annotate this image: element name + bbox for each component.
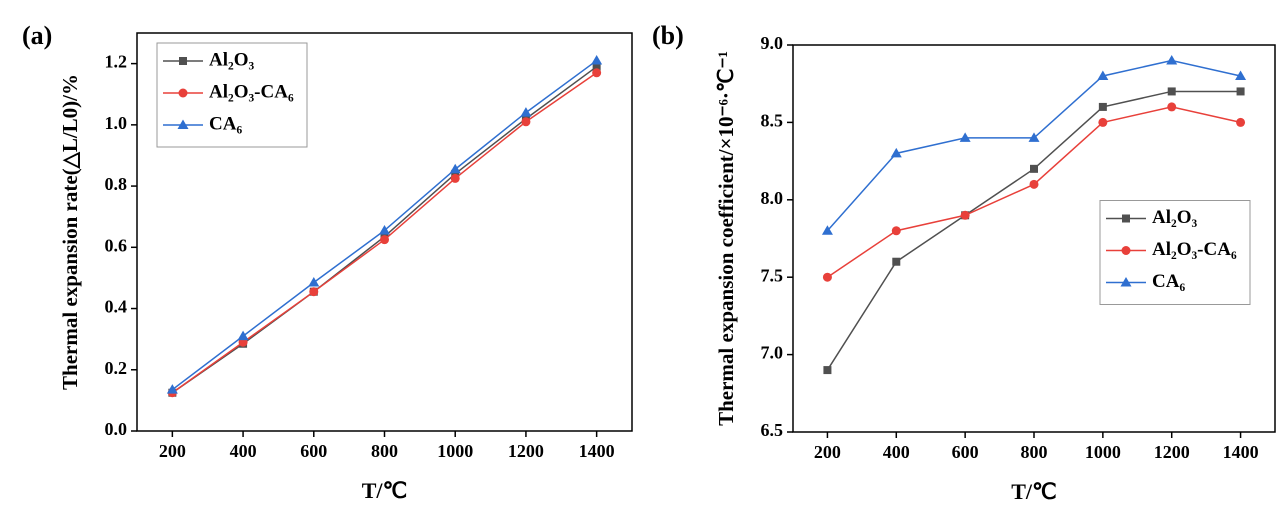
x-axis-label: T/℃ [1011, 479, 1057, 504]
x-axis-label: T/℃ [362, 478, 408, 503]
legend-label: Al₂O₃ [209, 49, 254, 70]
legend-label: Al₂O₃ [1152, 207, 1197, 228]
y-tick-label: 0.6 [105, 235, 128, 255]
x-tick-label: 800 [1021, 442, 1048, 462]
data-point [1030, 164, 1038, 173]
data-point [891, 226, 901, 236]
data-point [520, 107, 532, 117]
legend-label: Al₂O₃-CA₆ [209, 81, 294, 102]
x-tick-label: 1000 [1085, 442, 1121, 462]
x-tick-label: 1400 [1223, 442, 1259, 462]
x-tick-label: 1000 [437, 441, 473, 461]
data-point [451, 169, 460, 178]
panel-label: (b) [652, 21, 684, 50]
data-point [821, 225, 833, 235]
panel-label: (a) [22, 21, 52, 50]
y-tick-label: 0.8 [105, 174, 128, 194]
data-point [1235, 70, 1247, 80]
data-point [892, 257, 901, 266]
data-point [1029, 179, 1039, 189]
data-point [592, 62, 601, 71]
y-tick-label: 1.2 [105, 52, 128, 72]
data-point [1028, 132, 1040, 142]
data-point [1236, 87, 1245, 96]
data-point [822, 272, 832, 282]
data-point [450, 173, 460, 183]
legend-label: Al₂O₃-CA₆ [1152, 239, 1237, 260]
data-point [890, 147, 902, 158]
y-tick-label: 9.0 [761, 33, 784, 53]
data-point [166, 384, 178, 394]
x-tick-label: 200 [159, 441, 186, 461]
y-tick-label: 7.0 [761, 343, 784, 363]
x-tick-label: 600 [300, 441, 327, 461]
y-tick-label: 0.0 [105, 419, 128, 439]
data-point [1236, 117, 1246, 127]
data-point [1098, 102, 1107, 111]
data-point [309, 287, 319, 297]
x-tick-label: 1200 [508, 441, 544, 461]
data-point [1166, 54, 1178, 65]
y-tick-label: 8.0 [761, 188, 784, 208]
y-tick-label: 6.5 [761, 420, 784, 440]
data-point [959, 132, 971, 142]
x-tick-label: 400 [230, 441, 257, 461]
data-point [592, 68, 602, 78]
data-point [1098, 117, 1108, 127]
data-point [449, 163, 461, 174]
y-tick-label: 8.5 [761, 111, 784, 131]
data-point [308, 277, 320, 287]
y-tick-label: 7.5 [761, 265, 784, 285]
legend-marker [1121, 246, 1131, 255]
data-point [237, 330, 249, 341]
y-tick-label: 0.4 [105, 297, 128, 317]
legend-label: CA₆ [209, 113, 242, 134]
data-point [379, 224, 390, 235]
x-tick-label: 600 [952, 442, 979, 462]
y-tick-label: 1.0 [105, 113, 128, 133]
legend-marker [177, 119, 189, 129]
legend-marker [179, 57, 187, 65]
x-tick-label: 1200 [1154, 442, 1190, 462]
data-point [1167, 102, 1177, 112]
data-point [380, 235, 389, 245]
x-tick-label: 800 [371, 441, 398, 461]
y-tick-label: 0.2 [105, 358, 128, 378]
legend-marker [1122, 214, 1130, 223]
legend-marker [1120, 277, 1132, 287]
data-point [1167, 87, 1176, 96]
x-tick-label: 200 [814, 442, 841, 462]
data-point [591, 55, 603, 65]
x-tick-label: 1400 [579, 441, 615, 461]
data-point [1097, 70, 1109, 80]
y-axis-label: Thermal expansion rate(△L/L0)/% [58, 74, 82, 390]
y-axis-label: Thermal expansion coefficient/×10⁻⁶·℃⁻¹ [714, 51, 738, 426]
legend-marker [178, 88, 188, 98]
x-tick-label: 400 [883, 442, 910, 462]
data-point [823, 366, 832, 375]
data-point [521, 117, 531, 127]
data-point [960, 210, 970, 220]
legend-label: CA₆ [1152, 271, 1185, 292]
